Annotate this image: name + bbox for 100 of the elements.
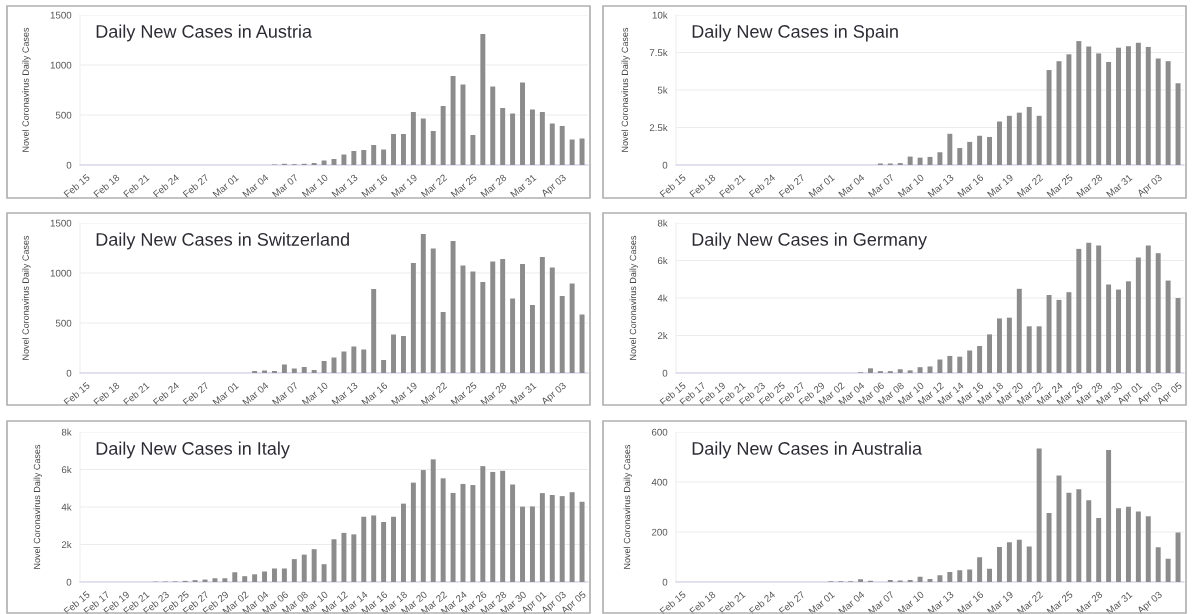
bar <box>957 148 963 165</box>
bar <box>410 263 416 373</box>
bar <box>311 370 317 373</box>
bar <box>291 368 297 373</box>
bar <box>996 318 1002 373</box>
bar <box>917 157 923 165</box>
bar <box>897 369 903 373</box>
bar <box>559 296 565 373</box>
x-tick-label: Feb 18 <box>93 381 120 406</box>
y-tick-label: 1000 <box>50 269 72 277</box>
bar <box>321 160 327 165</box>
x-tick-label: Apr 03 <box>540 381 568 407</box>
bar <box>351 151 357 165</box>
x-tick-label: Feb 27 <box>182 173 210 198</box>
bar <box>987 334 993 373</box>
x-tick-label: Feb 24 <box>748 173 776 198</box>
bar <box>867 368 873 373</box>
bar <box>1006 317 1012 373</box>
bar <box>1155 58 1161 165</box>
bar <box>1046 295 1052 373</box>
x-tick-label: Feb 27 <box>778 173 806 198</box>
bar <box>520 264 525 373</box>
y-axis-title: Novel Coronavirus Daily Cases <box>621 27 630 152</box>
bar <box>1135 511 1141 582</box>
bar <box>559 496 565 582</box>
bar <box>1155 253 1161 373</box>
x-tick-label: Mar 16 <box>361 173 388 198</box>
x-tick-label: Feb 24 <box>152 381 180 406</box>
x-tick-label: Mar 25 <box>450 173 478 198</box>
x-tick-label: Mar 04 <box>838 590 865 614</box>
y-axis-title: Novel Coronavirus Daily Cases <box>33 444 42 569</box>
x-tick-label: Mar 25 <box>1046 173 1074 198</box>
bar <box>1175 532 1181 582</box>
x-tick-label: Feb 18 <box>689 590 716 614</box>
bar <box>1026 106 1032 165</box>
bar <box>400 503 406 582</box>
x-tick-label: Mar 07 <box>867 590 895 614</box>
y-tick-label: 7.5k <box>649 48 668 57</box>
x-tick-label: Mar 16 <box>361 381 388 406</box>
bar <box>1106 284 1112 373</box>
x-tick-label: Feb 18 <box>689 173 716 198</box>
bar <box>1125 281 1131 373</box>
y-axis-title: Novel Coronavirus Daily Cases <box>22 27 31 152</box>
bar <box>400 336 406 373</box>
bar <box>947 572 953 582</box>
bar <box>450 241 456 373</box>
bar <box>937 575 943 582</box>
bar <box>480 282 486 373</box>
bar <box>371 145 377 165</box>
x-tick-label: Apr 03 <box>540 173 568 199</box>
bar <box>569 283 575 373</box>
bar <box>967 569 973 582</box>
y-tick-label: 2k <box>61 540 72 549</box>
bar <box>858 579 864 582</box>
x-tick-label: Apr 03 <box>1136 173 1164 199</box>
bar <box>490 471 496 582</box>
bar <box>569 492 575 582</box>
y-tick-label: 4k <box>657 294 668 302</box>
bar <box>510 113 516 165</box>
bar <box>1116 508 1121 582</box>
y-tick-label: 0 <box>66 161 72 169</box>
bar <box>579 501 585 582</box>
y-tick-label: 1500 <box>50 11 72 19</box>
x-tick-label: Mar 01 <box>212 381 240 406</box>
bar <box>321 361 327 373</box>
x-tick-label: Mar 31 <box>1106 173 1133 198</box>
bar <box>1106 450 1112 582</box>
bar <box>937 152 943 165</box>
bar <box>1016 288 1022 373</box>
bar <box>420 118 426 165</box>
bar <box>420 470 426 582</box>
bar <box>400 134 406 165</box>
x-tick-label: Mar 28 <box>480 173 507 198</box>
bar <box>271 568 277 582</box>
x-tick-label: Feb 27 <box>778 590 806 614</box>
bar <box>361 516 367 582</box>
bar <box>1125 506 1131 582</box>
bar <box>1155 547 1161 582</box>
chart-title: Daily New Cases in Austria <box>96 24 312 42</box>
y-axis-title: Novel Coronavirus Daily Cases <box>623 444 632 569</box>
bar <box>937 359 943 373</box>
bar <box>957 570 963 582</box>
bar <box>549 267 555 373</box>
bar <box>321 564 327 582</box>
bar <box>987 568 993 582</box>
bar <box>1106 61 1112 165</box>
bar <box>1145 46 1151 165</box>
bar <box>410 112 416 165</box>
y-tick-label: 0 <box>66 578 72 586</box>
bar <box>500 259 506 373</box>
x-tick-label: Mar 07 <box>271 381 299 406</box>
y-tick-label: 600 <box>651 428 668 436</box>
x-tick-label: Feb 24 <box>152 173 180 198</box>
x-tick-label: Mar 19 <box>390 381 418 406</box>
bar <box>520 82 525 165</box>
bar <box>391 334 397 373</box>
bar <box>430 248 436 373</box>
bar <box>490 86 496 165</box>
bar <box>967 350 973 373</box>
bar <box>470 135 476 165</box>
